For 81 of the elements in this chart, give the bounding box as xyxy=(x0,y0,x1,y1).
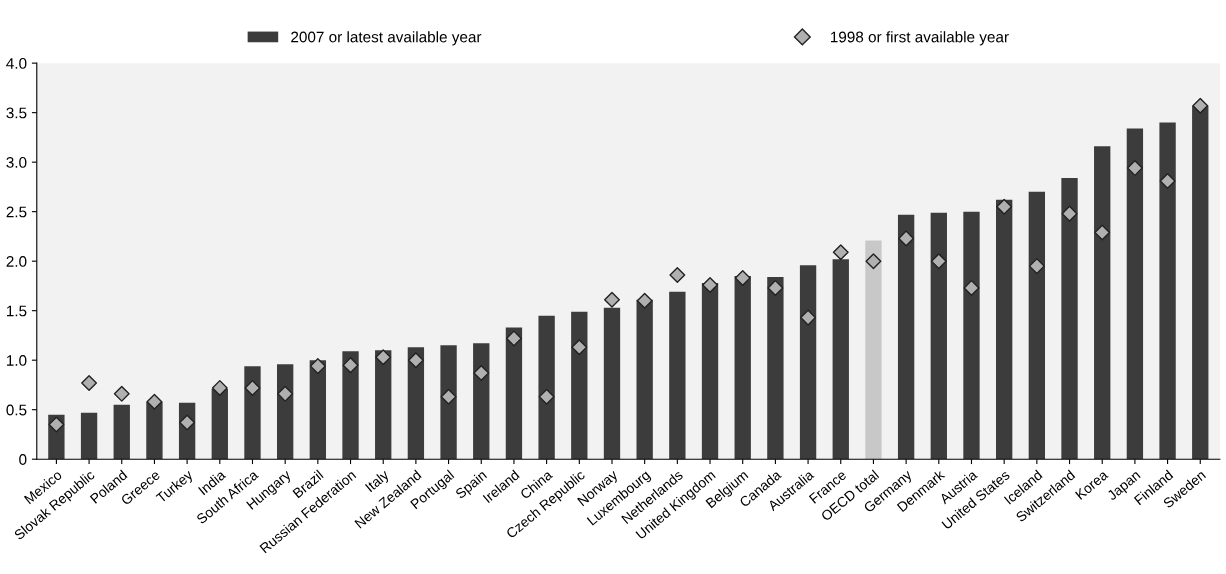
point xyxy=(113,385,130,402)
bar xyxy=(930,212,947,460)
bar xyxy=(113,404,130,460)
bar xyxy=(767,277,784,460)
y-tick-label: 2.5 xyxy=(6,206,27,218)
bar xyxy=(309,360,327,460)
bar xyxy=(244,366,261,460)
point xyxy=(767,279,784,296)
bar xyxy=(799,265,817,460)
point xyxy=(1028,258,1045,275)
bar xyxy=(473,343,490,460)
point xyxy=(898,230,915,247)
point xyxy=(538,388,555,405)
point xyxy=(636,292,653,309)
y-tick-label: 0.5 xyxy=(6,404,27,416)
bar xyxy=(669,291,686,460)
legend-label: 2007 or latest available year xyxy=(291,31,482,46)
y-tick-label: 1.5 xyxy=(6,305,27,317)
point xyxy=(734,270,751,286)
point xyxy=(211,379,228,396)
point xyxy=(800,309,817,326)
bar xyxy=(146,401,163,460)
bar xyxy=(996,199,1013,460)
bar xyxy=(505,327,523,460)
point xyxy=(244,379,261,396)
point xyxy=(1159,172,1176,189)
bar xyxy=(342,351,359,460)
bar xyxy=(1126,128,1144,460)
bar xyxy=(701,282,719,460)
bar xyxy=(832,259,849,460)
bar xyxy=(211,388,228,460)
point xyxy=(1061,205,1078,222)
point xyxy=(81,374,98,391)
y-tick-label: 3.5 xyxy=(6,107,27,119)
bar xyxy=(865,240,882,460)
y-tick-label: 3.0 xyxy=(6,157,27,168)
point xyxy=(702,276,719,293)
bar xyxy=(636,299,653,460)
bar xyxy=(80,412,98,460)
bar xyxy=(897,214,915,460)
point xyxy=(865,253,882,270)
bar xyxy=(538,315,555,460)
bar xyxy=(407,347,425,460)
bar xyxy=(603,307,621,460)
bar xyxy=(1028,191,1046,460)
point xyxy=(309,358,326,375)
point xyxy=(1126,160,1143,177)
point xyxy=(832,244,849,261)
point xyxy=(48,416,65,433)
point xyxy=(473,365,490,382)
y-tick-label: 2.0 xyxy=(6,256,27,267)
point xyxy=(963,279,980,296)
point xyxy=(1094,224,1111,241)
bar xyxy=(1061,178,1078,460)
point xyxy=(407,352,424,369)
point xyxy=(930,253,947,270)
bar xyxy=(1192,105,1209,460)
point xyxy=(669,267,686,284)
y-tick-label: 0 xyxy=(19,454,27,465)
bar xyxy=(963,211,980,460)
point xyxy=(1192,97,1209,114)
point xyxy=(342,357,359,374)
bar xyxy=(571,311,588,460)
point xyxy=(277,385,294,402)
legend-label: 1998 or first available year xyxy=(831,31,1009,46)
bar xyxy=(276,364,294,460)
bar xyxy=(1094,146,1111,460)
point xyxy=(604,291,620,308)
point xyxy=(571,339,588,356)
bar xyxy=(440,345,457,460)
point xyxy=(146,393,163,410)
bar xyxy=(1159,122,1176,460)
point xyxy=(505,330,522,347)
bar xyxy=(734,276,751,460)
x-tick-label: India xyxy=(197,468,227,496)
point xyxy=(375,349,392,366)
point xyxy=(996,198,1013,215)
point xyxy=(440,388,457,405)
bar xyxy=(375,350,392,460)
y-tick-label: 4.0 xyxy=(6,58,27,69)
y-tick-label: 1.0 xyxy=(6,355,27,366)
